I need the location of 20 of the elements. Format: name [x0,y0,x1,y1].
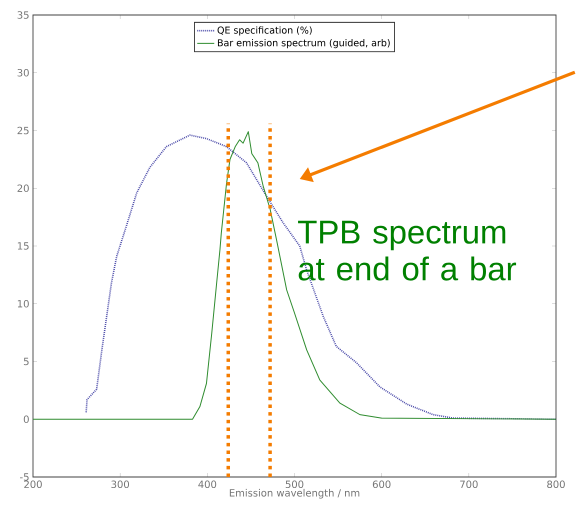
x-tick-label: 200 [24,480,42,488]
y-tick-label: 5 [24,358,29,366]
x-tick-label: 800 [547,480,565,488]
x-tick-label: 400 [198,480,216,488]
x-tick-label: 500 [286,480,304,488]
y-tick-label: 25 [18,126,29,134]
y-tick-label: 20 [18,184,29,192]
x-tick-label: 700 [460,480,478,488]
x-tick-label: 300 [111,480,130,488]
y-tick-label: -5 [20,473,29,481]
y-tick-label: 30 [18,68,29,77]
annotation: TPB spectrum at end of a bar [298,220,516,281]
y-tick-label: 35 [18,11,29,19]
x-tick-label: 600 [372,480,391,488]
legend-label: Bar emission spectrum (guided, arb) [218,39,390,48]
y-tick-label: 0 [24,415,29,424]
x-axis-title: Emission wavelength / nm [230,488,360,499]
legend-label: QE specification (%) [218,26,312,36]
y-tick-label: 10 [18,300,29,308]
y-tick-label: 15 [18,242,29,250]
